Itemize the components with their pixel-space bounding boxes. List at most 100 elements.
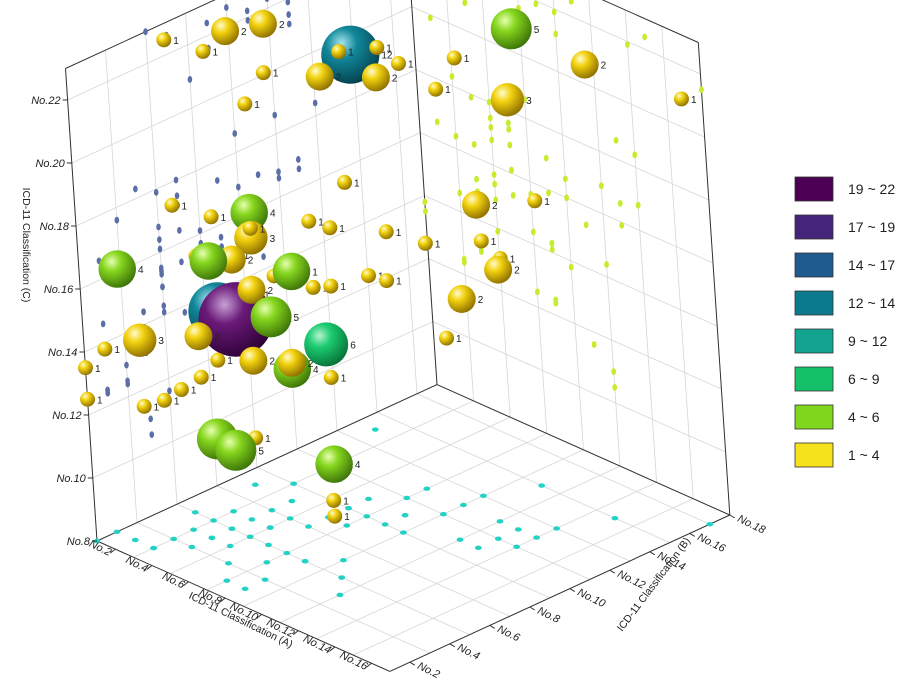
y-tick-label: No.12 [615,568,647,592]
floor-projection-dot [401,513,409,518]
floor-projection-dot [288,498,296,504]
bubble [447,285,476,313]
y-tick-label: No.16 [695,531,727,555]
bubble-label: 1 [691,95,697,106]
bubble-label: 1 [181,201,187,212]
floor-projection-dot [246,534,254,539]
bubble [570,50,599,79]
bubble-label: 1 [386,43,392,54]
wall-projection-dot [148,415,153,423]
x-tick-mark [366,662,372,668]
floor-projection-dot [611,515,619,521]
back-projection-dot [453,132,459,140]
frame-edge [436,384,731,516]
wall-projection-dot [161,302,167,310]
bubble [673,91,689,107]
grid-line [216,485,510,617]
grid-line [92,321,433,479]
bubble-label: 1 [435,239,441,250]
grid-line [133,400,474,558]
wall-projection-dot [182,308,188,316]
y-tick-label: No.4 [455,642,481,663]
y-tick-label: No.18 [735,513,767,537]
floor-projection-dot [223,578,231,583]
floor-projection-dot [208,535,216,541]
bubble-label: 1 [265,434,271,445]
bubble [462,190,491,219]
floor-projection-dot [230,509,238,514]
wall-projection-dot [312,99,318,107]
bubble-label: 2 [478,295,484,306]
bubble-label: 1 [264,291,270,302]
floor-projection-dot [423,486,431,491]
bubble [234,221,268,255]
bubble [193,369,209,385]
frame-edge [697,42,731,516]
bubble-label: 1 [348,48,354,59]
z-tick-label: No.14 [48,347,77,359]
wall-projection-dot [143,28,148,36]
back-projection-dot [533,0,539,8]
back-projection-dot [530,228,536,236]
bubble-label: 1 [445,85,451,96]
bubble [195,43,211,59]
x-tick-label: No.4 [124,554,150,575]
bubble [305,279,321,295]
axis-frame [65,0,731,672]
bubble-label: 1 [396,277,402,288]
bubble [490,8,532,50]
bubble [379,273,395,289]
wall-projection-dot [296,156,301,163]
wall-projection-dot [197,227,203,235]
bubble-label: 1 [354,178,360,189]
floor-projection-dot [480,493,487,498]
wall-projection-dot [245,16,251,24]
bubble-label: 4 [270,209,276,220]
grid-line [428,258,722,390]
wall-projection-dot [160,283,165,291]
grid-line [390,0,418,394]
bubble-label: 2 [514,266,520,277]
back-projection-dot [434,118,440,126]
back-projection-dot [474,175,479,183]
back-projection-dot [509,166,514,174]
bubble-label: 1 [244,251,250,262]
bubble [242,220,258,236]
floor-projection-dot [553,526,560,531]
bubble [428,81,444,97]
wall-projection-dot [218,233,224,241]
wall-projection-dot [167,387,172,395]
floor-projection-dot [345,505,352,511]
bubble-label: 3 [526,96,532,107]
wall-projection-dot [159,270,164,278]
floor-projection-dot [265,542,272,548]
bubble-label: 1 [174,396,180,407]
wall-projection-dot [158,264,164,272]
x-tick-mark [146,565,153,570]
y-tick-mark [649,551,656,556]
bubble-label: 1 [343,496,349,507]
z-tick-label: No.16 [44,284,74,296]
back-projection-dot [612,383,618,391]
legend-swatch [794,214,834,240]
y-tick-mark [449,643,456,648]
x-tick-label: No.6 [160,570,187,591]
wall-projection-dot [157,236,162,244]
bubble-label: 1 [221,213,227,224]
wall-projection-dot [133,185,138,193]
back-projection-dot [534,288,540,296]
y-tick-mark [689,532,696,537]
x-tick-mark [219,597,226,603]
bubble-label: 1 [154,402,160,413]
bubble-label: 4 [355,460,361,471]
bubble [490,83,525,117]
y-tick-label: No.8 [535,605,562,626]
bubble [173,382,189,398]
legend-label: 6 ~ 9 [848,371,880,387]
back-projection-dot [583,221,589,229]
floor-projection-dot [268,508,276,513]
grid-line [416,393,710,525]
bubble-label: 2 [267,286,273,297]
floor-projection-dot [263,560,271,565]
z-tick-label: No.10 [56,473,86,485]
